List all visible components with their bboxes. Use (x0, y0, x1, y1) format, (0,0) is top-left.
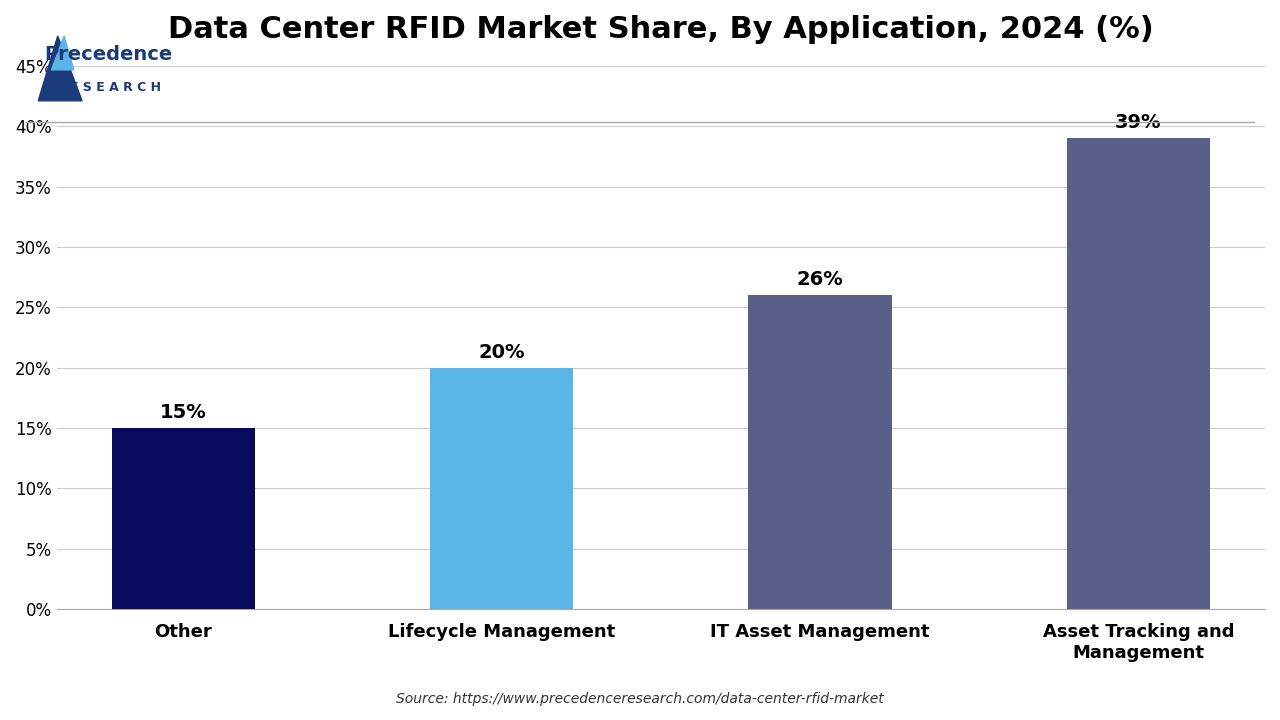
Text: R E S E A R C H: R E S E A R C H (56, 81, 161, 94)
Polygon shape (51, 36, 74, 70)
Text: Precedence: Precedence (45, 45, 173, 63)
Text: Source: https://www.precedenceresearch.com/data-center-rfid-market: Source: https://www.precedenceresearch.c… (396, 692, 884, 706)
Bar (749, 295, 892, 609)
Text: 26%: 26% (796, 270, 844, 289)
Polygon shape (38, 36, 82, 101)
Bar (111, 428, 255, 609)
Bar (430, 368, 573, 609)
Text: 20%: 20% (479, 343, 525, 361)
Text: 15%: 15% (160, 403, 206, 422)
Title: Data Center RFID Market Share, By Application, 2024 (%): Data Center RFID Market Share, By Applic… (168, 15, 1153, 44)
Bar (1066, 138, 1210, 609)
Text: 39%: 39% (1115, 113, 1162, 132)
